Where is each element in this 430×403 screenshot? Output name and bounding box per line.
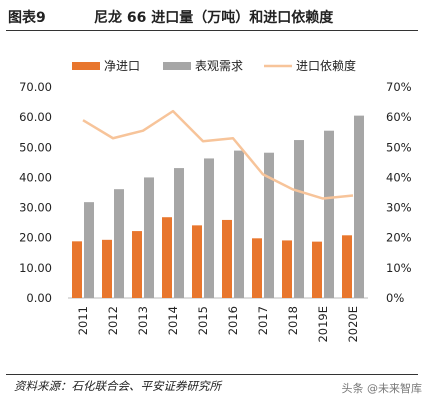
net-import-bar bbox=[132, 231, 142, 298]
y-right-tick-label: 60% bbox=[386, 110, 412, 124]
figure-label: 图表9 bbox=[8, 10, 46, 26]
legend-label: 净进口 bbox=[104, 59, 140, 73]
y-left-tick-label: 0.00 bbox=[26, 291, 52, 305]
y-left-tick-label: 20.00 bbox=[19, 231, 52, 245]
apparent-demand-bar bbox=[144, 177, 154, 298]
x-axis: 2011 2012 2013 2014 2015 2016 2017 2018 2019E 202… bbox=[76, 306, 360, 343]
net-import-bar bbox=[162, 217, 172, 298]
watermark: 头条 @未来智库 bbox=[341, 382, 423, 395]
legend-swatch bbox=[72, 62, 100, 70]
x-tick-label: 2016 bbox=[226, 306, 240, 335]
apparent-demand-bar bbox=[174, 168, 184, 298]
net-import-bar bbox=[282, 240, 292, 298]
x-tick-label: 2012 bbox=[106, 306, 120, 335]
y-left-tick-label: 50.00 bbox=[19, 140, 52, 154]
source-note: 资料来源：石化联合会、平安证券研究所 bbox=[14, 379, 221, 393]
apparent-demand-bar bbox=[294, 140, 304, 298]
footer-rule bbox=[6, 374, 418, 375]
legend-label: 表观需求 bbox=[195, 59, 243, 73]
x-tick-label: 2013 bbox=[136, 306, 150, 335]
net-import-bar bbox=[102, 239, 112, 298]
apparent-demand-bar bbox=[354, 115, 364, 298]
apparent-demand-bar bbox=[234, 150, 244, 298]
y-left-tick-label: 70.00 bbox=[19, 80, 52, 94]
figure-header: 图表9 尼龙 66 进口量（万吨）和进口依赖度 bbox=[6, 2, 418, 31]
net-import-bar bbox=[72, 241, 82, 298]
y-axis-left: 0.00 10.00 20.00 30.00 40.00 50.00 60.00 70.00 bbox=[19, 80, 52, 305]
x-tick-label: 2014 bbox=[166, 306, 180, 335]
y-right-tick-label: 50% bbox=[386, 140, 412, 154]
y-left-tick-label: 10.00 bbox=[19, 261, 52, 275]
y-left-tick-label: 30.00 bbox=[19, 201, 52, 215]
y-right-tick-label: 0% bbox=[386, 291, 404, 305]
y-right-tick-label: 70% bbox=[386, 80, 412, 94]
net-import-bar bbox=[252, 238, 262, 298]
y-axis-right: 0% 10% 20% 30% 40% 50% 60% 70% bbox=[386, 80, 412, 305]
bars bbox=[68, 115, 368, 299]
legend-label: 进口依赖度 bbox=[296, 58, 356, 73]
combo-chart: 净进口 表观需求 进口依赖度 0.00 10.00 20.00 30.00 40.00 50.… bbox=[19, 58, 412, 343]
net-import-bar bbox=[342, 235, 352, 298]
apparent-demand-bar bbox=[114, 189, 124, 298]
x-tick-label: 2017 bbox=[256, 306, 270, 335]
y-right-tick-label: 10% bbox=[386, 261, 412, 275]
x-tick-label: 2015 bbox=[196, 306, 210, 335]
y-right-tick-label: 40% bbox=[386, 170, 412, 184]
x-tick-label: 2011 bbox=[76, 306, 90, 335]
x-tick-label: 2019E bbox=[316, 306, 330, 343]
import-dependency-line bbox=[82, 109, 354, 200]
x-tick-label: 2020E bbox=[346, 306, 360, 343]
y-left-tick-label: 40.00 bbox=[19, 170, 52, 184]
apparent-demand-bar bbox=[324, 130, 334, 298]
legend: 净进口 表观需求 进口依赖度 bbox=[72, 58, 356, 73]
net-import-bar bbox=[312, 241, 322, 298]
net-import-bar bbox=[192, 225, 202, 298]
apparent-demand-bar bbox=[204, 158, 214, 298]
x-tick-label: 2018 bbox=[286, 306, 300, 335]
apparent-demand-bar bbox=[264, 152, 274, 298]
apparent-demand-bar bbox=[84, 202, 94, 298]
chart-title: 尼龙 66 进口量（万吨）和进口依赖度 bbox=[94, 10, 334, 26]
dependency-line bbox=[82, 109, 354, 200]
y-right-tick-label: 20% bbox=[386, 231, 412, 245]
y-right-tick-label: 30% bbox=[386, 201, 412, 215]
legend-swatch bbox=[163, 62, 191, 70]
y-left-tick-label: 60.00 bbox=[19, 110, 52, 124]
net-import-bar bbox=[222, 219, 232, 298]
